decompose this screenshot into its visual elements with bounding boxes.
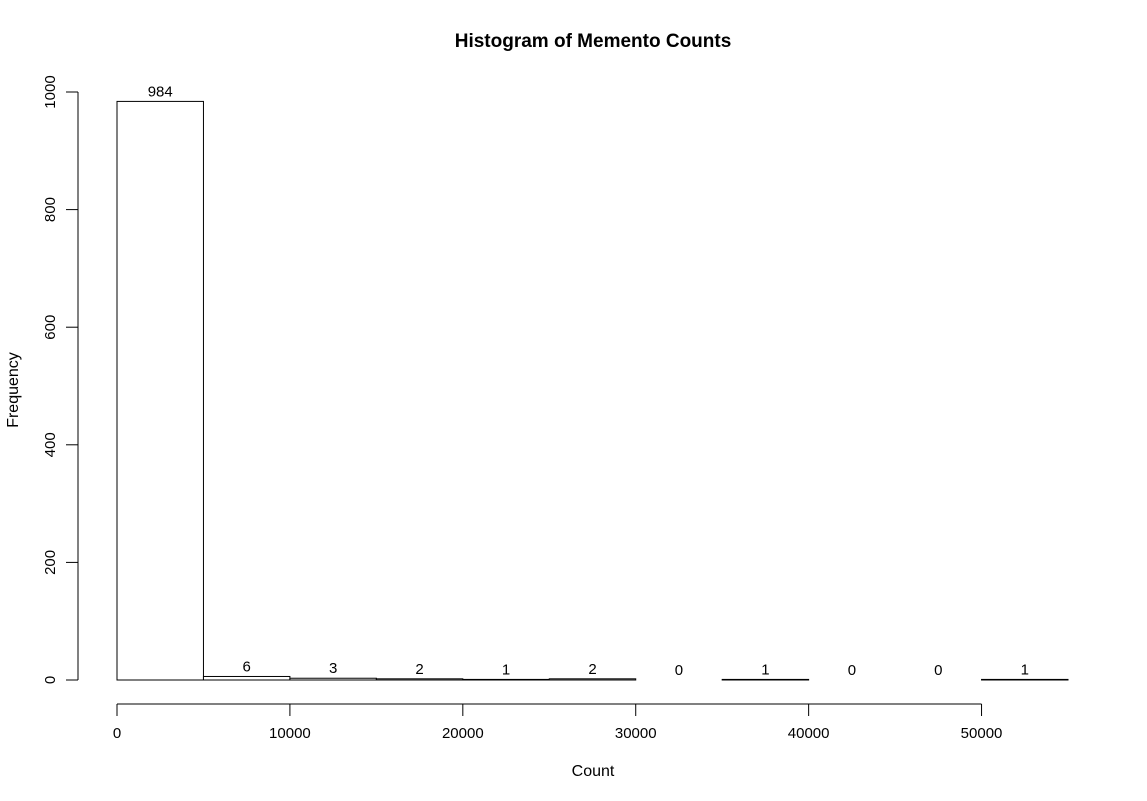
x-tick-label: 10000 [269,725,311,742]
x-tick-label: 40000 [788,725,830,742]
y-axis-label: Frequency [5,352,22,428]
x-tick-label: 50000 [961,725,1003,742]
bar-count-label: 2 [415,661,423,678]
bar-count-label: 2 [588,661,596,678]
bar-count-label: 3 [329,660,337,677]
y-tick-label: 600 [42,315,59,340]
histogram-bar [375,678,464,681]
chart-title: Histogram of Memento Counts [455,31,732,52]
bar-count-label: 984 [148,83,173,100]
bar-count-label: 1 [502,661,510,678]
bar-count-label: 0 [848,662,856,679]
x-axis: 0 10000 20000 30000 40000 50000 [113,703,1003,742]
y-tick-label: 800 [42,197,59,222]
histogram-bar [289,677,377,681]
histogram-bars [116,100,1069,681]
histogram-bar [721,678,810,681]
bar-count-labels: 984 6 3 2 1 2 0 1 0 0 1 [148,83,1029,679]
x-axis-label: Count [572,763,615,780]
y-tick-label: 200 [42,550,59,575]
x-tick-label: 0 [113,725,121,742]
x-tick-label: 20000 [442,725,484,742]
y-tick-label: 0 [42,676,59,684]
bar-count-label: 1 [761,661,769,678]
histogram-bar [548,678,637,681]
y-tick-label: 1000 [42,75,59,108]
histogram-bar [462,678,550,681]
y-axis: 0 200 400 600 800 1000 [42,75,79,684]
x-tick-label: 30000 [615,725,657,742]
histogram-bar [981,678,1069,681]
bar-count-label: 1 [1021,661,1029,678]
histogram-bar [116,100,204,681]
bar-count-label: 0 [934,662,942,679]
y-tick-label: 400 [42,432,59,457]
histogram-bar [202,675,291,681]
bar-count-label: 0 [675,662,683,679]
bar-count-label: 6 [243,658,251,675]
